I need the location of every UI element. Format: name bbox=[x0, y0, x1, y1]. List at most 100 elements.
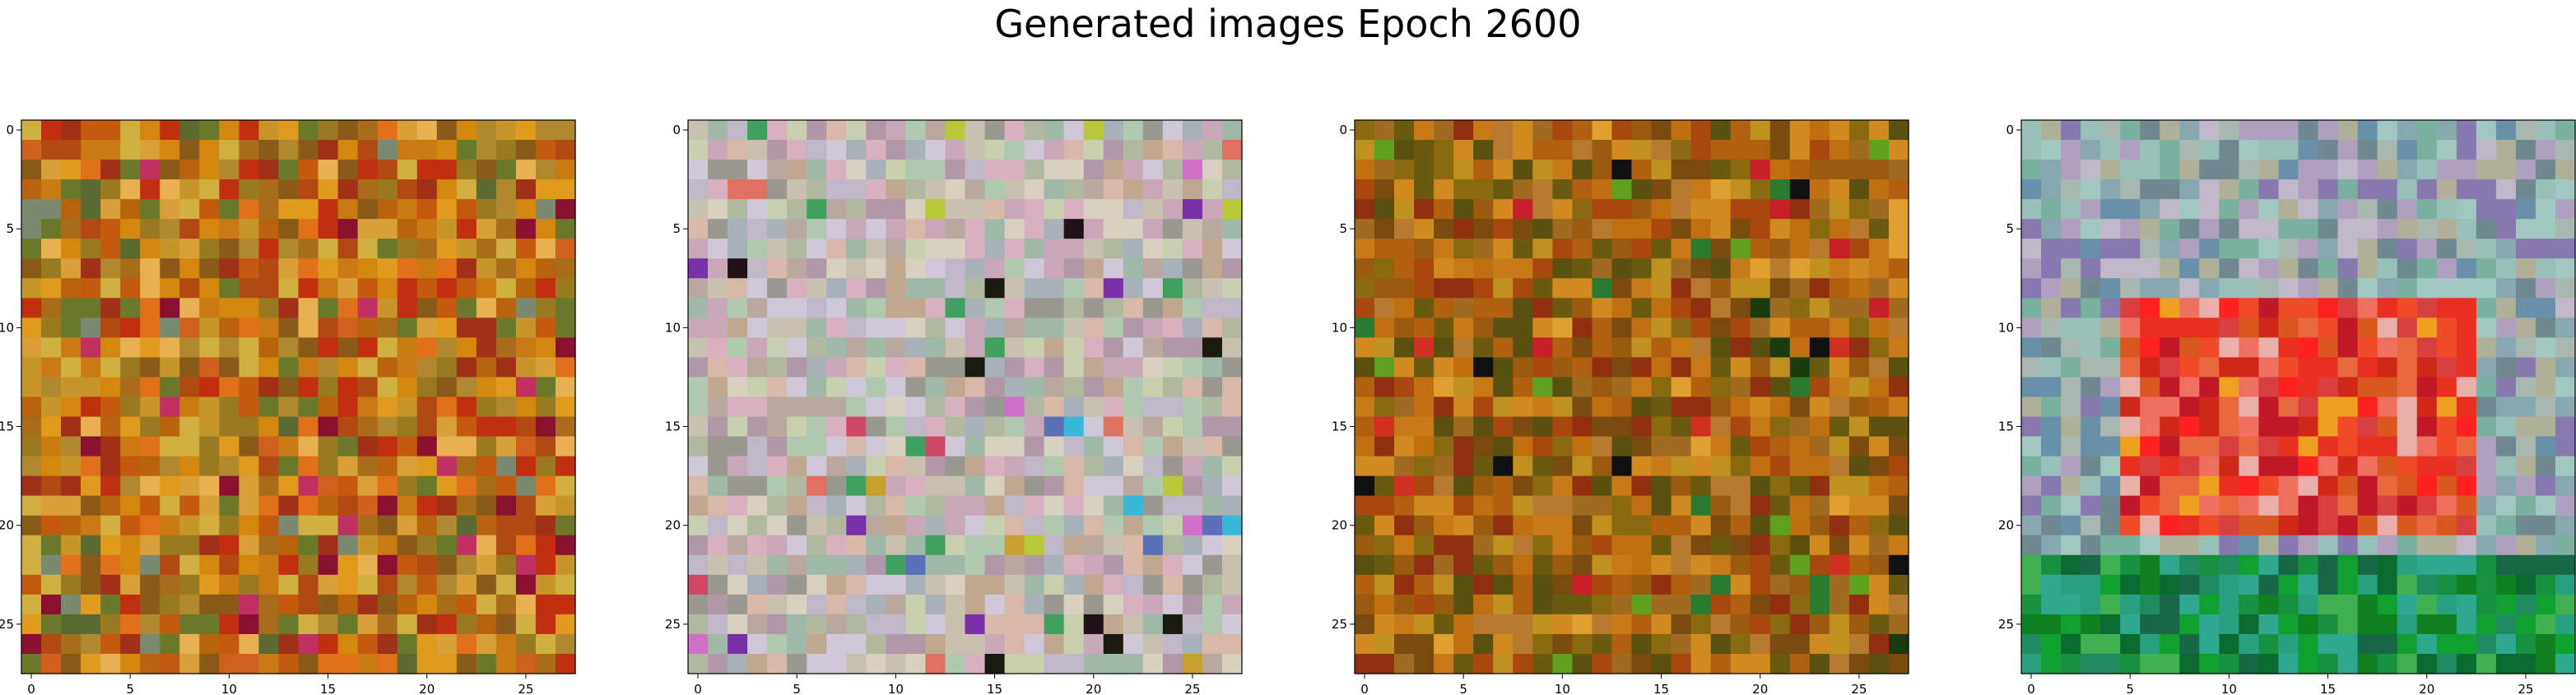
pixel-cell bbox=[1434, 337, 1454, 359]
pixel-cell bbox=[747, 298, 768, 318]
pixel-cell bbox=[495, 515, 517, 536]
pixel-cell bbox=[1710, 199, 1732, 220]
pixel-cell bbox=[2278, 653, 2299, 674]
pixel-cell bbox=[1453, 377, 1474, 398]
pixel-cell bbox=[1083, 475, 1104, 497]
pixel-cell bbox=[278, 475, 300, 497]
pixel-cell bbox=[2456, 495, 2477, 517]
pixel-cell bbox=[2061, 120, 2081, 141]
pixel-cell bbox=[219, 258, 239, 279]
pixel-cell bbox=[1083, 535, 1104, 556]
pixel-cell bbox=[1414, 160, 1434, 180]
pixel-cell bbox=[1671, 298, 1692, 318]
pixel-cell bbox=[984, 416, 1006, 438]
pixel-cell bbox=[1868, 653, 1890, 674]
pixel-cell bbox=[258, 278, 280, 299]
pixel-cell bbox=[298, 160, 319, 180]
pixel-cell bbox=[2100, 317, 2121, 338]
pixel-cell bbox=[298, 199, 319, 220]
pixel-cell bbox=[905, 298, 927, 318]
pixel-cell bbox=[397, 120, 418, 141]
pixel-cell bbox=[2535, 436, 2556, 457]
pixel-cell bbox=[2416, 535, 2438, 556]
pixel-cell bbox=[436, 219, 458, 239]
pixel-cell bbox=[515, 614, 537, 635]
y-tick-label: 0 bbox=[6, 123, 14, 137]
pixel-cell bbox=[688, 357, 709, 378]
pixel-cell bbox=[1355, 515, 1375, 536]
pixel-cell bbox=[416, 475, 438, 497]
pixel-cell bbox=[357, 633, 379, 655]
pixel-cell bbox=[1453, 357, 1474, 378]
pixel-cell bbox=[456, 574, 477, 595]
pixel-cell bbox=[1611, 574, 1633, 595]
pixel-cell bbox=[2476, 554, 2497, 576]
pixel-cell bbox=[2140, 120, 2160, 141]
pixel-cell bbox=[688, 179, 709, 200]
pixel-cell bbox=[2377, 456, 2398, 477]
pixel-cell bbox=[2377, 574, 2398, 595]
pixel-cell bbox=[1004, 456, 1025, 477]
pixel-cell bbox=[2535, 574, 2556, 595]
pixel-cell bbox=[2160, 396, 2180, 418]
pixel-cell bbox=[1888, 515, 1909, 536]
pixel-cell bbox=[2377, 140, 2398, 160]
pixel-cell bbox=[1103, 298, 1124, 318]
pixel-cell bbox=[1710, 614, 1732, 635]
pixel-cell bbox=[2495, 594, 2517, 615]
pixel-cell bbox=[2298, 357, 2319, 378]
pixel-cell bbox=[886, 436, 906, 457]
x-tick-label: 0 bbox=[27, 682, 35, 695]
x-tick-label: 10 bbox=[1555, 682, 1570, 695]
pixel-cell bbox=[2515, 377, 2536, 398]
pixel-cell bbox=[1750, 436, 1771, 457]
pixel-cell bbox=[2021, 614, 2042, 635]
pixel-cell bbox=[61, 377, 81, 398]
pixel-cell bbox=[1394, 199, 1415, 220]
pixel-cell bbox=[1789, 239, 1811, 259]
pixel-cell bbox=[1651, 219, 1672, 239]
pixel-cell bbox=[1221, 377, 1243, 398]
pixel-cell bbox=[2061, 436, 2081, 457]
pixel-cell bbox=[179, 633, 200, 655]
pixel-cell bbox=[377, 298, 398, 318]
pixel-cell bbox=[377, 515, 398, 536]
pixel-cell bbox=[2298, 594, 2319, 615]
pixel-cell bbox=[1493, 219, 1514, 239]
pixel-cell bbox=[886, 160, 906, 180]
pixel-cell bbox=[945, 317, 966, 338]
pixel-cell bbox=[1651, 179, 1672, 200]
pixel-cell bbox=[436, 495, 458, 517]
pixel-cell bbox=[1162, 160, 1183, 180]
pixel-cell bbox=[2555, 475, 2576, 497]
pixel-cell bbox=[495, 160, 517, 180]
pixel-cell bbox=[747, 633, 768, 655]
pixel-cell bbox=[965, 160, 986, 180]
pixel-cell bbox=[1044, 239, 1065, 259]
pixel-cell bbox=[1651, 377, 1672, 398]
pixel-cell bbox=[2081, 337, 2101, 359]
pixel-cell bbox=[846, 298, 867, 318]
pixel-cell bbox=[1162, 298, 1183, 318]
pixel-cell bbox=[21, 436, 42, 457]
pixel-cell bbox=[1710, 219, 1732, 239]
pixel-cell bbox=[886, 199, 906, 220]
pixel-cell bbox=[1414, 515, 1434, 536]
pixel-cell bbox=[337, 515, 359, 536]
pixel-cell bbox=[1162, 475, 1183, 497]
pixel-cell bbox=[298, 140, 319, 160]
pixel-cell bbox=[905, 120, 927, 141]
pixel-cell bbox=[2535, 614, 2556, 635]
pixel-cell bbox=[258, 475, 280, 497]
pixel-cell bbox=[318, 535, 339, 556]
pixel-cell bbox=[1083, 357, 1104, 378]
pixel-cell bbox=[1750, 594, 1771, 615]
pixel-cell bbox=[337, 396, 359, 418]
pixel-cell bbox=[2357, 436, 2378, 457]
pixel-cell bbox=[1750, 179, 1771, 200]
pixel-cell bbox=[1202, 436, 1223, 457]
pixel-cell bbox=[21, 140, 42, 160]
pixel-cell bbox=[826, 357, 847, 378]
pixel-cell bbox=[239, 337, 260, 359]
pixel-cell bbox=[2476, 456, 2497, 477]
